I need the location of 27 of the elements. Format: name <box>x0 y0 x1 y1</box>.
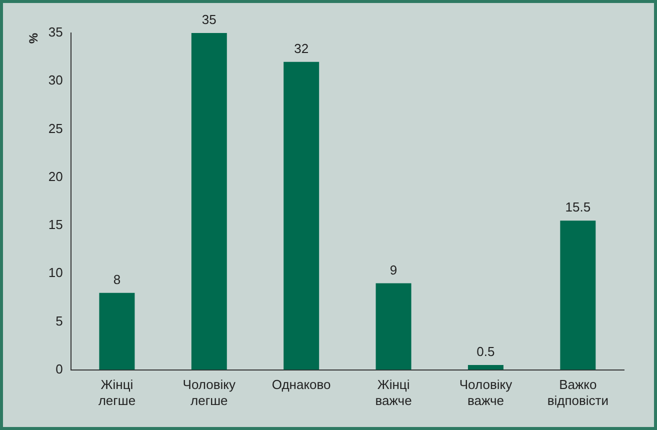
data-label: 35 <box>202 12 216 28</box>
x-tick-label: Жінці важче <box>375 377 412 408</box>
bar <box>376 283 412 370</box>
x-tick-label: Чоловіку легше <box>182 377 236 408</box>
y-tick-label: 10 <box>48 265 63 280</box>
data-label: 0.5 <box>476 344 495 360</box>
y-axis-title: % <box>26 32 41 44</box>
y-tick-label: 5 <box>56 313 63 328</box>
data-label: 8 <box>113 272 121 287</box>
data-label: 15.5 <box>565 200 591 215</box>
bar <box>99 292 135 370</box>
y-tick-label: 35 <box>48 24 63 40</box>
y-tick-label: 15 <box>48 217 63 232</box>
data-label: 32 <box>294 40 309 56</box>
y-tick-label: 25 <box>48 120 63 136</box>
bar <box>560 220 596 370</box>
y-tick-label: 0 <box>56 361 63 376</box>
x-tick-label: Жінці легше <box>98 377 136 408</box>
x-tick-label: Чоловіку важче <box>459 377 513 408</box>
y-tick-label: 20 <box>48 168 63 184</box>
y-tick-label: 30 <box>48 72 63 88</box>
bar <box>468 364 504 370</box>
bar <box>284 62 320 370</box>
bar <box>191 33 227 370</box>
x-tick-label: Однаково <box>272 377 331 392</box>
x-tick-label: Важко відповісти <box>547 377 608 408</box>
data-label: 9 <box>390 262 398 278</box>
